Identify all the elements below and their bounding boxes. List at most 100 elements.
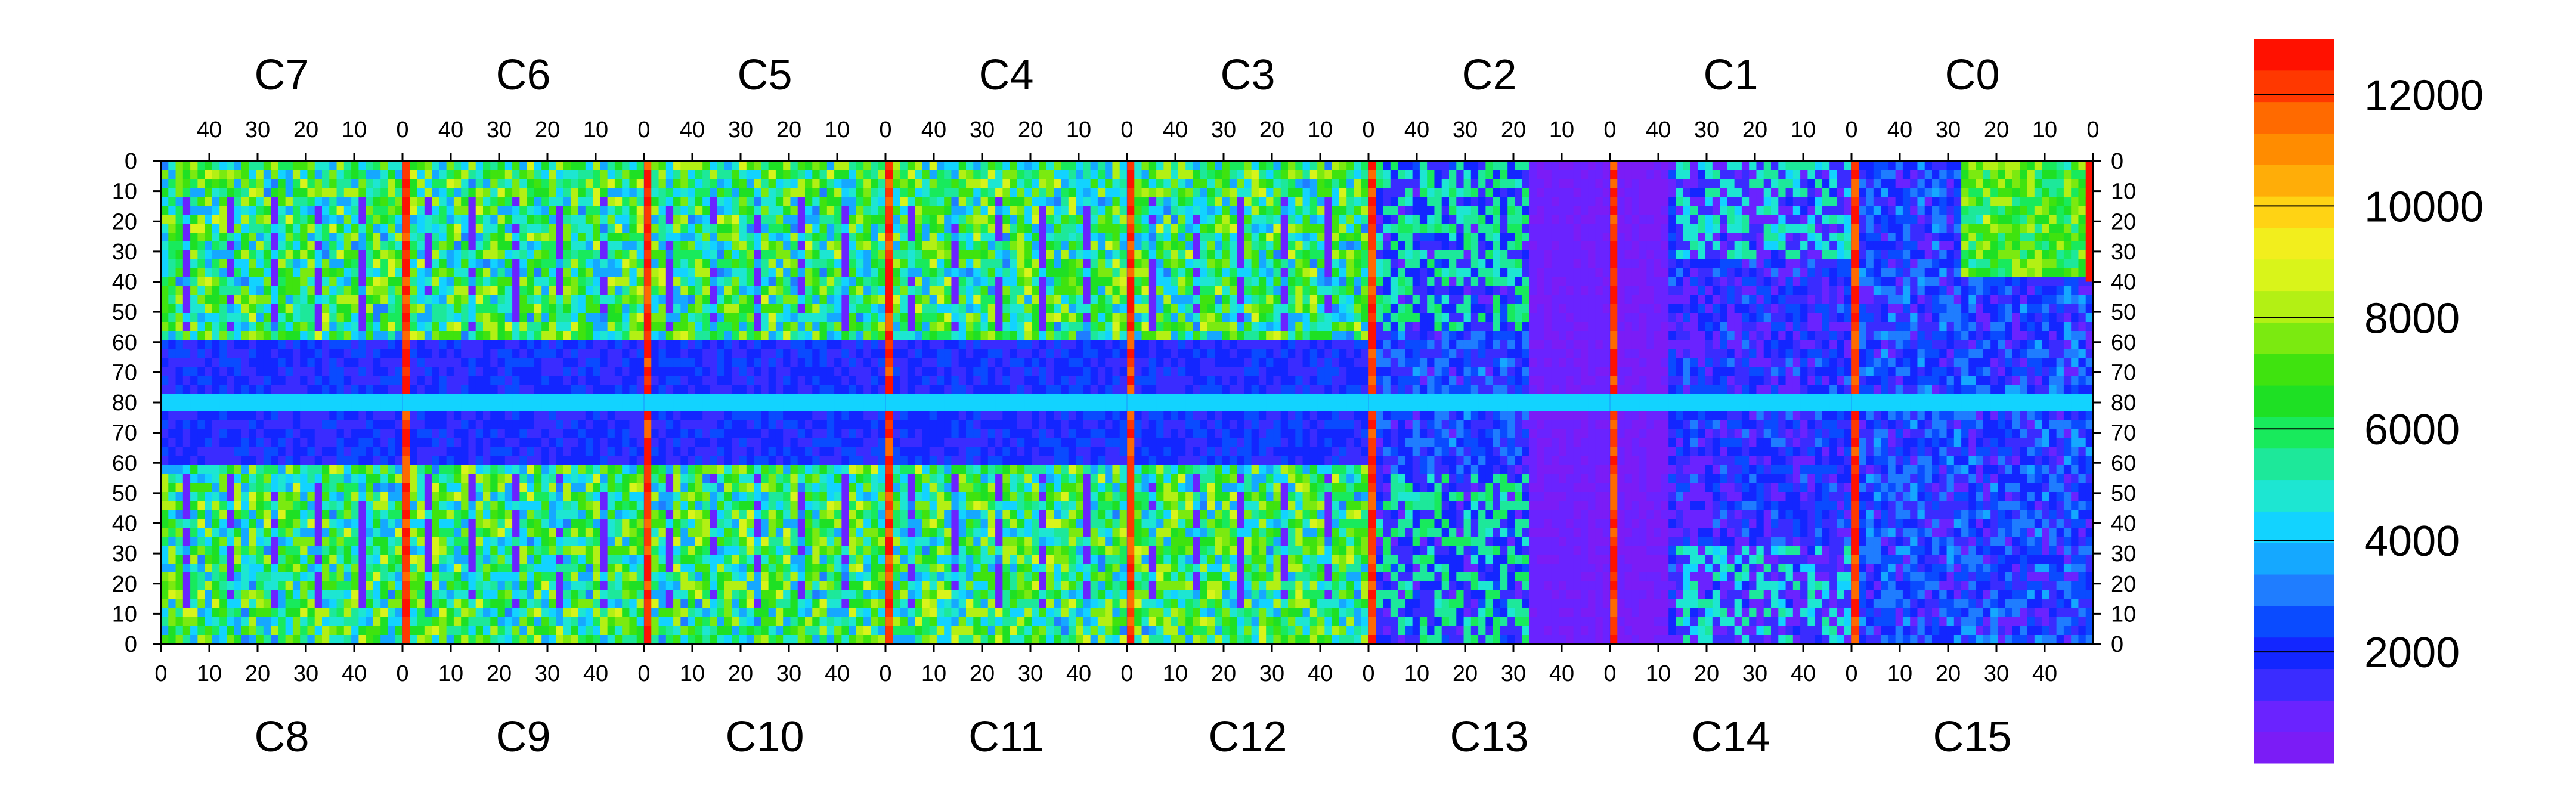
heatmap-cell (834, 394, 842, 403)
heatmap-cell (402, 179, 410, 188)
heatmap-cell (834, 295, 842, 305)
heatmap-cell (863, 224, 871, 233)
heatmap-cell (790, 197, 798, 206)
heatmap-cell (432, 242, 439, 251)
heatmap-cell (769, 501, 776, 510)
heatmap-cell (439, 179, 447, 188)
heatmap-cell (344, 447, 352, 457)
heatmap-cell (395, 465, 403, 475)
heatmap-cell (256, 447, 264, 457)
heatmap-cell (556, 456, 564, 466)
heatmap-cell (249, 367, 256, 376)
heatmap-cell (841, 474, 849, 484)
heatmap-cell (505, 394, 513, 403)
heatmap-cell (212, 501, 220, 510)
heatmap-cell (739, 170, 747, 179)
heatmap-cell (351, 259, 359, 269)
heatmap-cell (447, 581, 454, 591)
heatmap-cell (358, 474, 366, 484)
heatmap-cell (783, 385, 791, 394)
heatmap-cell (447, 420, 454, 430)
heatmap-cell (468, 617, 476, 627)
heatmap-cell (578, 295, 586, 305)
heatmap-cell (856, 537, 864, 546)
heatmap-cell (344, 233, 352, 242)
heatmap-cell (673, 313, 681, 323)
heatmap-cell (863, 367, 871, 376)
heatmap-cell (366, 277, 374, 287)
heatmap-cell (256, 626, 264, 636)
heatmap-cell (256, 197, 264, 206)
heatmap-cell (593, 206, 600, 215)
heatmap-cell (651, 215, 659, 224)
heatmap-cell (388, 286, 395, 296)
heatmap-cell (432, 456, 439, 466)
heatmap-cell (417, 537, 425, 546)
heatmap-cell (637, 242, 645, 251)
heatmap-cell (351, 349, 359, 358)
heatmap-cell (234, 331, 242, 340)
heatmap-cell (425, 304, 432, 314)
heatmap-cell (834, 215, 842, 224)
heatmap-cell (468, 420, 476, 430)
heatmap-cell (176, 546, 184, 555)
heatmap-cell (541, 188, 549, 197)
heatmap-cell (586, 188, 593, 197)
heatmap-cell (410, 411, 417, 421)
heatmap-cell (498, 188, 506, 197)
heatmap-cell (841, 286, 849, 296)
heatmap-cell (227, 349, 234, 358)
heatmap-cell (278, 331, 286, 340)
heatmap-cell (344, 411, 352, 421)
heatmap-cell (769, 385, 776, 394)
heatmap-cell (242, 447, 249, 457)
heatmap-cell (395, 197, 403, 206)
heatmap-cell (776, 215, 784, 224)
heatmap-cell (871, 411, 878, 421)
heatmap-cell (315, 259, 323, 269)
heatmap-cell (534, 179, 542, 188)
heatmap-cell (264, 215, 271, 224)
heatmap-cell (490, 483, 498, 493)
heatmap-cell (476, 215, 484, 224)
heatmap-cell (747, 465, 754, 475)
heatmap-cell (249, 608, 256, 618)
heatmap-cell (234, 197, 242, 206)
heatmap-cell (519, 304, 527, 314)
heatmap-cell (344, 322, 352, 332)
heatmap-cell (710, 528, 717, 537)
heatmap-cell (161, 572, 169, 582)
heatmap-cell (827, 224, 835, 233)
heatmap-cell (249, 501, 256, 510)
heatmap-cell (307, 447, 315, 457)
heatmap-cell (827, 286, 835, 296)
heatmap-cell (724, 537, 732, 546)
heatmap-cell (322, 590, 330, 600)
heatmap-cell (249, 242, 256, 251)
heatmap-cell (468, 483, 476, 493)
heatmap-cell (227, 215, 234, 224)
heatmap-cell (402, 206, 410, 215)
heatmap-cell (666, 215, 674, 224)
heatmap-cell (242, 474, 249, 484)
heatmap-cell (754, 402, 761, 412)
heatmap-cell (483, 599, 491, 609)
heatmap-cell (541, 420, 549, 430)
heatmap-cell (417, 474, 425, 484)
heatmap-cell (820, 170, 828, 179)
heatmap-cell (337, 501, 345, 510)
heatmap-cell (417, 313, 425, 323)
heatmap-cell (168, 555, 176, 564)
heatmap-cell (190, 188, 198, 197)
heatmap-cell (205, 411, 213, 421)
heatmap-cell (447, 215, 454, 224)
heatmap-cell (476, 286, 484, 296)
heatmap-cell (483, 179, 491, 188)
heatmap-cell (600, 438, 608, 448)
heatmap-cell (395, 322, 403, 332)
heatmap-cell (219, 394, 227, 403)
heatmap-cell (454, 402, 462, 412)
heatmap-cell (183, 376, 191, 385)
heatmap-cell (673, 161, 681, 171)
heatmap-cell (578, 367, 586, 376)
